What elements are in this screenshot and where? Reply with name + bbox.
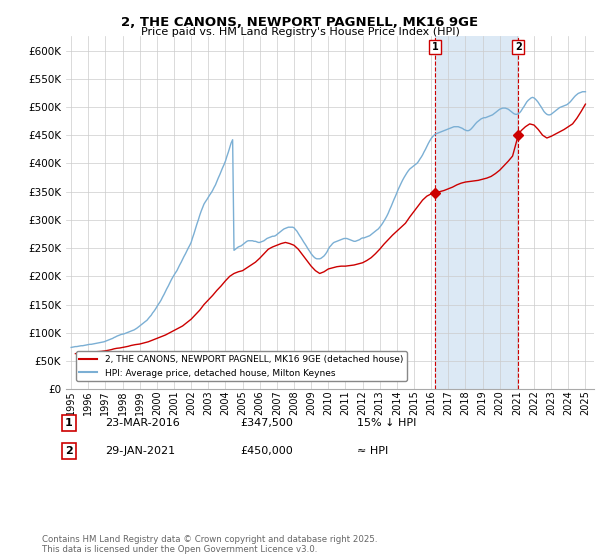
- Text: 2: 2: [515, 42, 521, 52]
- Text: 2: 2: [65, 446, 73, 456]
- Text: 23-MAR-2016: 23-MAR-2016: [105, 418, 180, 428]
- Text: 15% ↓ HPI: 15% ↓ HPI: [357, 418, 416, 428]
- Text: 2, THE CANONS, NEWPORT PAGNELL, MK16 9GE: 2, THE CANONS, NEWPORT PAGNELL, MK16 9GE: [121, 16, 479, 29]
- Text: 1: 1: [65, 418, 73, 428]
- Text: Price paid vs. HM Land Registry's House Price Index (HPI): Price paid vs. HM Land Registry's House …: [140, 27, 460, 37]
- Text: Contains HM Land Registry data © Crown copyright and database right 2025.
This d: Contains HM Land Registry data © Crown c…: [42, 535, 377, 554]
- Bar: [435, 36, 518, 389]
- Text: 29-JAN-2021: 29-JAN-2021: [105, 446, 175, 456]
- Text: ≈ HPI: ≈ HPI: [357, 446, 388, 456]
- Text: 1: 1: [431, 42, 438, 52]
- Legend: 2, THE CANONS, NEWPORT PAGNELL, MK16 9GE (detached house), HPI: Average price, d: 2, THE CANONS, NEWPORT PAGNELL, MK16 9GE…: [76, 352, 407, 381]
- Text: £347,500: £347,500: [240, 418, 293, 428]
- Text: £450,000: £450,000: [240, 446, 293, 456]
